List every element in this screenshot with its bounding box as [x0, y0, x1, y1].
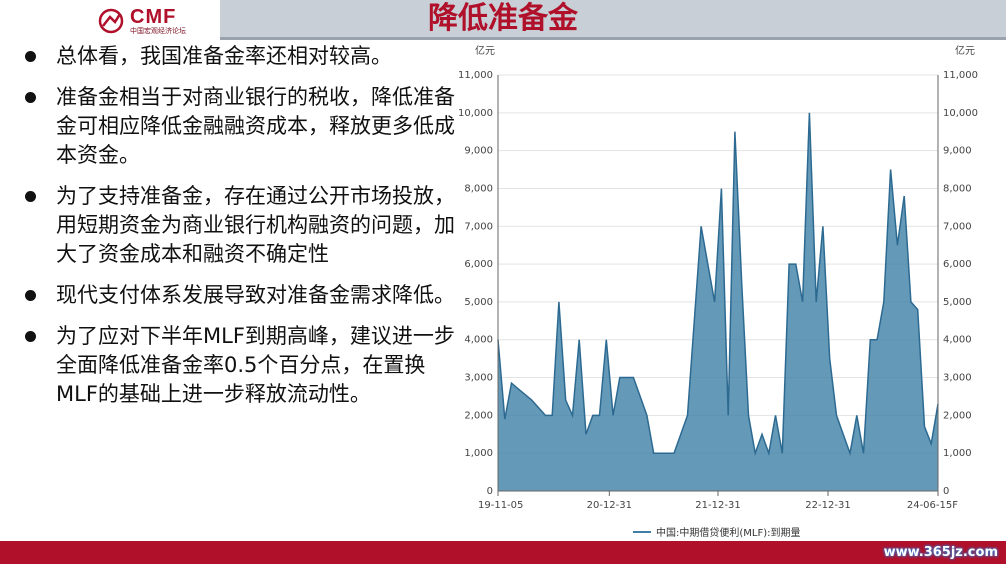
y-tick-label-left: 4,000	[464, 335, 493, 346]
x-tick-label: 24-06-15F	[907, 500, 958, 511]
y-tick-label-left: 5,000	[464, 297, 493, 308]
y-tick-label-right: 3,000	[943, 373, 972, 384]
logo-text: CMF	[130, 6, 177, 28]
cmf-logo-mark-icon	[98, 8, 124, 34]
x-tick-label: 20-12-31	[587, 500, 632, 511]
page-title: 降低准备金	[428, 1, 578, 36]
y-tick-label-right: 6,000	[943, 259, 972, 270]
y-tick-label-right: 11,000	[943, 70, 978, 81]
y-tick-label-left: 7,000	[464, 221, 493, 232]
x-tick-label: 19-11-05	[478, 500, 523, 511]
y-tick-label-left: 1,000	[464, 448, 493, 459]
y-tick-label-right: 7,000	[943, 221, 972, 232]
series-line	[497, 112, 939, 457]
bullet-item: 准备金相当于对商业银行的税收，降低准备金可相应降低金融融资成本，释放更多低成本资…	[22, 83, 462, 170]
y-tick-label-left: 9,000	[464, 146, 493, 157]
mlf-chart: 亿元 亿元 0 1,000 2,000 3,000 4,000 5,000 6,000 7,0…	[455, 40, 1000, 540]
y-tick-label-left: 0	[487, 486, 493, 497]
bullet-item: 总体看，我国准备金率还相对较高。	[22, 42, 462, 71]
y-tick-label-right: 10,000	[943, 108, 978, 119]
y-tick-label-left: 2,000	[464, 410, 493, 421]
legend-label: 中国:中期借贷便利(MLF):到期量	[656, 526, 801, 539]
cmf-logo: CMF 中国宏观经济论坛	[98, 6, 208, 36]
x-tick-label: 22-12-31	[805, 500, 850, 511]
title-bar	[220, 0, 1006, 40]
y-tick-label-left: 6,000	[464, 259, 493, 270]
header: CMF 中国宏观经济论坛 降低准备金	[0, 0, 1006, 40]
y-tick-label-right: 0	[943, 486, 949, 497]
y-tick-label-right: 2,000	[943, 410, 972, 421]
y-tick-label-left: 3,000	[464, 373, 493, 384]
y-tick-label-left: 8,000	[464, 183, 493, 194]
watermark: www.365jz.com	[883, 545, 998, 560]
bullet-item: 现代支付体系发展导致对准备金需求降低。	[22, 281, 462, 310]
bullet-list: 总体看，我国准备金率还相对较高。 准备金相当于对商业银行的税收，降低准备金可相应…	[22, 42, 462, 421]
y-tick-label-right: 9,000	[943, 146, 972, 157]
series-area	[498, 112, 938, 492]
bullet-item: 为了应对下半年MLF到期高峰，建议进一步全面降低准备金率0.5个百分点，在置换M…	[22, 322, 462, 409]
footer-bar	[0, 541, 1006, 564]
x-tick-label: 21-12-31	[695, 500, 740, 511]
y-axis-unit-right: 亿元	[955, 44, 975, 57]
y-tick-label-right: 1,000	[943, 448, 972, 459]
y-tick-label-right: 4,000	[943, 335, 972, 346]
bullet-item: 为了支持准备金，存在通过公开市场投放，用短期资金为商业银行机构融资的问题，加大了…	[22, 182, 462, 269]
y-tick-label-right: 8,000	[943, 183, 972, 194]
y-tick-label-left: 11,000	[458, 70, 493, 81]
mlf-chart-svg: 亿元 亿元 0 1,000 2,000 3,000 4,000 5,000 6,000 7,0…	[458, 44, 978, 539]
y-axis-unit-left: 亿元	[475, 44, 495, 57]
y-tick-label-right: 5,000	[943, 297, 972, 308]
y-tick-label-left: 10,000	[458, 108, 493, 119]
logo-subtitle: 中国宏观经济论坛	[130, 27, 186, 35]
chart-legend: 中国:中期借贷便利(MLF):到期量	[633, 526, 801, 539]
